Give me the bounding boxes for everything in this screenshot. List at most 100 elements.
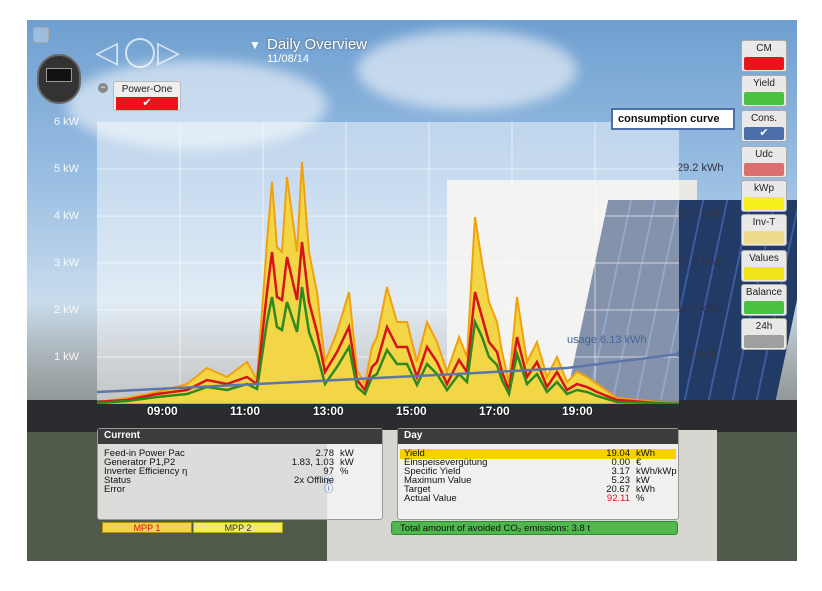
button-label: Cons. — [750, 113, 778, 124]
x-tick-label: 11:00 — [230, 404, 261, 418]
daily-chart — [96, 122, 682, 406]
series-button-balance[interactable]: Balance — [741, 284, 787, 316]
x-tick-label: 17:00 — [479, 404, 510, 418]
color-swatch — [744, 197, 784, 210]
series-button-cons[interactable]: Cons. ✔ — [741, 110, 787, 142]
current-row-label: Status — [104, 475, 131, 486]
button-label: Values — [749, 253, 779, 264]
current-panel: Current Feed-in Power Pac 2.78 kW Generator… — [97, 428, 383, 520]
day-row-label: Target — [404, 484, 431, 495]
day-row-value: 92.11 — [606, 493, 630, 504]
button-label: Inv-T — [752, 217, 776, 228]
day-row-label: Specific Yield — [404, 466, 461, 477]
current-row-unit: kW — [340, 457, 354, 468]
right-tick-label: 11.7 kWh — [677, 303, 723, 315]
day-row-label: Actual Value — [404, 493, 457, 504]
day-row-value: 5.23 — [611, 475, 631, 486]
generator-line — [96, 286, 680, 406]
y-tick-label: 6 kW — [53, 116, 79, 128]
button-label: Balance — [745, 287, 783, 298]
color-swatch — [744, 57, 784, 70]
zoom-icon[interactable] — [125, 38, 155, 68]
y-tick-label: 1 kW — [53, 351, 79, 363]
button-label: Yield — [753, 78, 775, 89]
current-row-value — [244, 485, 334, 495]
current-row-unit — [340, 485, 384, 495]
y-tick-label: 2 kW — [53, 304, 79, 316]
series-button-invt[interactable]: Inv-T — [741, 214, 787, 246]
consumption-tooltip: consumption curve — [611, 108, 735, 130]
color-swatch — [744, 231, 784, 244]
color-swatch — [744, 163, 784, 176]
cloud-decoration — [67, 60, 327, 150]
chart-area — [96, 122, 682, 406]
day-row-unit: % — [636, 493, 645, 504]
check-icon: ✔ — [116, 97, 178, 110]
color-swatch — [744, 301, 784, 314]
highlight-row — [400, 449, 676, 459]
right-tick-label: 23.3 kWh — [677, 208, 724, 220]
current-row-value: 97 — [323, 466, 334, 477]
current-row-label: Error — [104, 484, 126, 495]
day-row-unit: kWh — [636, 484, 655, 495]
prev-day-arrow-icon[interactable]: ◁ — [95, 36, 119, 69]
color-swatch — [744, 267, 784, 280]
right-tick-label: 29.2 kWh — [677, 162, 724, 174]
cloud-decoration — [357, 30, 577, 110]
day-row-label: Einspeisevergütung — [404, 457, 488, 468]
select-checkbox[interactable] — [33, 27, 49, 43]
info-icon[interactable]: ⓘ — [324, 475, 334, 486]
color-swatch: ✔ — [744, 127, 784, 140]
info-icon[interactable]: ⓘ — [324, 484, 334, 495]
mpp1-badge[interactable]: MPP 1 — [102, 522, 192, 533]
next-day-arrow-icon[interactable]: ▷ — [157, 36, 181, 69]
series-button-yield[interactable]: Yield — [741, 75, 787, 107]
right-tick-label: 5.8 kWh — [677, 349, 718, 361]
current-row-value: 2.78 — [315, 448, 335, 459]
co2-bar: Total amount of avoided CO₂ emissions: 3… — [391, 521, 678, 535]
day-row-unit: kWh — [636, 448, 655, 459]
day-row-value: 3.17 — [611, 466, 631, 477]
day-row-unit: kW — [636, 475, 650, 486]
day-panel: Day Yield 19.04 kWh Einspeisevergütung 0.00 €… — [397, 428, 679, 520]
inverter-toggle[interactable]: Power-One ✔ — [113, 81, 181, 111]
x-tick-label: 19:00 — [562, 404, 593, 418]
page-title[interactable]: Daily Overview — [267, 36, 368, 53]
current-row-value: 1.83, 1.03 — [291, 457, 334, 468]
consumption-line — [96, 352, 680, 394]
current-row-label: Feed-in Power Pac — [104, 448, 185, 459]
collapse-icon[interactable]: − — [98, 83, 108, 93]
button-label: Udc — [755, 149, 773, 160]
current-title: Current — [98, 429, 382, 444]
current-row-unit: kW — [340, 448, 354, 459]
y-tick-label: 4 kW — [53, 210, 79, 222]
roof-edge — [27, 400, 797, 432]
button-label: CM — [756, 43, 772, 54]
day-title: Day — [398, 429, 678, 444]
day-row-label: Maximum Value — [404, 475, 472, 486]
dropdown-chevron-icon[interactable]: ▼ — [249, 38, 261, 52]
current-row-label: Inverter Efficiency η — [104, 466, 188, 477]
consumption-end-point — [676, 351, 682, 357]
series-button-cm[interactable]: CM — [741, 40, 787, 72]
series-button-values[interactable]: Values — [741, 250, 787, 282]
inverter-icon[interactable] — [37, 54, 81, 104]
series-button-24h[interactable]: 24h — [741, 318, 787, 350]
cm-line — [96, 241, 680, 406]
day-row-label: Yield — [404, 448, 425, 459]
page-date: 11/08/14 — [267, 53, 310, 65]
right-tick-label: 17.5 kWh — [677, 256, 724, 268]
day-row-unit: kWh/kWp — [636, 466, 677, 477]
button-label: 24h — [755, 321, 773, 332]
current-row-label: Generator P1,P2 — [104, 457, 176, 468]
inverter-label: Power-One — [121, 84, 173, 95]
usage-label: usage 6.13 kWh — [567, 334, 647, 346]
x-tick-label: 09:00 — [147, 404, 178, 418]
yield-area — [96, 161, 680, 405]
color-swatch — [744, 92, 784, 105]
day-row-value: 20.67 — [606, 484, 630, 495]
series-button-udc[interactable]: Udc — [741, 146, 787, 178]
series-button-kwp[interactable]: kWp — [741, 180, 787, 212]
x-tick-label: 13:00 — [313, 404, 344, 418]
mpp2-badge[interactable]: MPP 2 — [193, 522, 283, 533]
